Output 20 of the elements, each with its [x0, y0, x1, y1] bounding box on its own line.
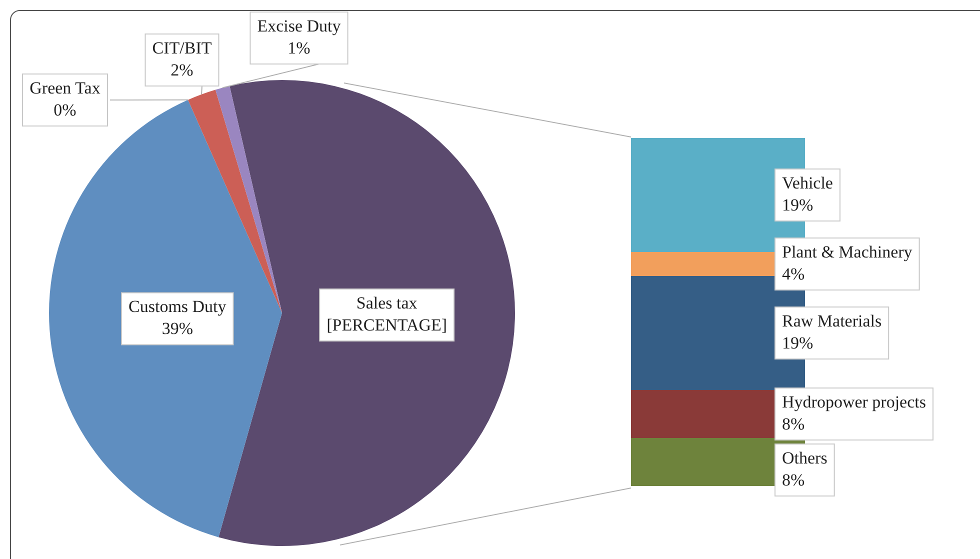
series-label: Hydropower projects	[782, 392, 926, 412]
category-label: Green Tax	[30, 78, 100, 98]
data-label: 19%	[782, 195, 814, 214]
data-label: 8%	[782, 414, 805, 434]
slice-label: Customs Duty	[128, 297, 227, 316]
data-label: 39%	[162, 319, 193, 338]
data-label: [PERCENTAGE]	[326, 315, 448, 334]
series-label: Raw Materials	[782, 311, 882, 330]
data-label: 19%	[782, 333, 814, 352]
text: 0%	[54, 100, 76, 120]
slice-label: CIT/BIT	[152, 38, 212, 58]
slice-label: Excise Duty	[257, 16, 342, 36]
data-label: 8%	[782, 470, 805, 490]
slice-label: Sales tax	[356, 293, 418, 312]
series-label: Others	[782, 448, 828, 468]
data-label: 4%	[782, 264, 805, 284]
series-label: Vehicle	[782, 173, 833, 192]
data-label: 2%	[170, 60, 194, 80]
data-label: 1%	[288, 38, 310, 58]
series-label: Plant & Machinery	[782, 242, 913, 262]
